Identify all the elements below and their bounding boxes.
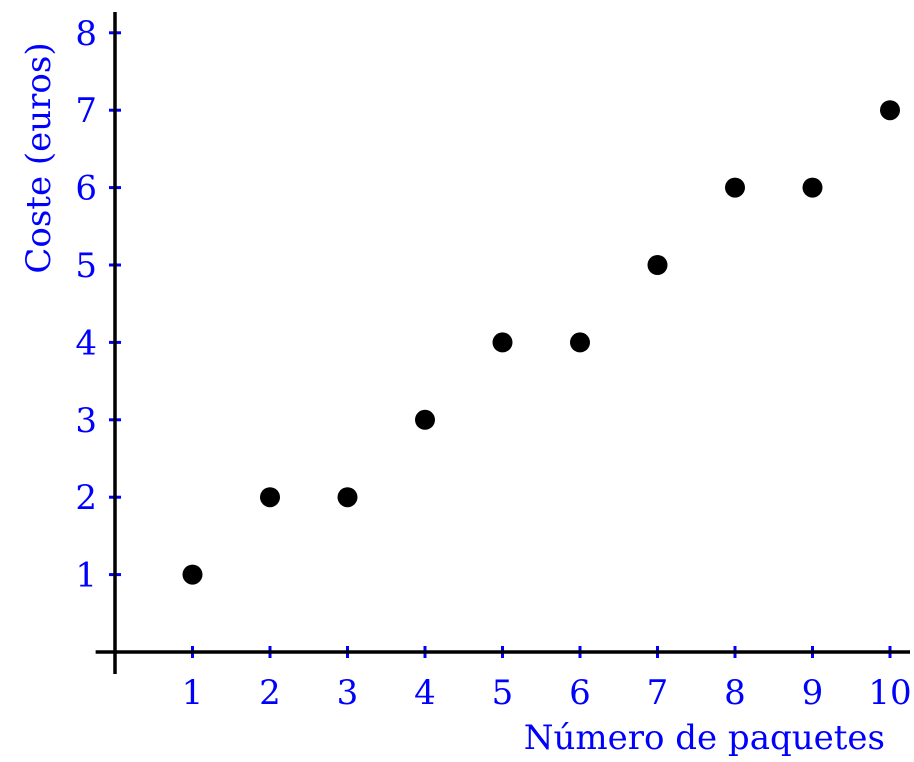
x-tick-label-8: 8 [724, 673, 746, 713]
data-point-7 [647, 255, 668, 275]
x-tick-label-7: 7 [647, 673, 669, 713]
data-point-6 [570, 332, 590, 353]
x-tick-label-10: 10 [868, 673, 911, 713]
y-tick-label-2: 2 [75, 478, 97, 518]
x-tick-label-9: 9 [802, 673, 824, 713]
x-tick-label-2: 2 [259, 673, 281, 713]
y-tick-label-6: 6 [75, 169, 97, 209]
data-point-3 [337, 487, 358, 508]
y-tick-label-8: 8 [75, 14, 97, 54]
points-layer [182, 100, 900, 585]
y-axis-title: Coste (euros) [19, 42, 59, 273]
y-tick-label-1: 1 [75, 556, 97, 596]
data-point-8 [725, 177, 745, 198]
x-tick-label-3: 3 [337, 673, 359, 713]
tick-labels-layer: 1 2 3 4 5 6 7 8 9 10 1 2 3 4 5 6 7 8 [75, 14, 911, 713]
x-axis-title: Número de paquetes [524, 718, 885, 758]
data-point-9 [802, 177, 823, 198]
data-point-4 [415, 409, 435, 430]
data-point-10 [880, 100, 900, 121]
x-tick-label-4: 4 [414, 673, 436, 713]
y-tick-label-5: 5 [75, 246, 97, 286]
y-tick-label-3: 3 [75, 401, 97, 441]
x-tick-label-6: 6 [569, 673, 591, 713]
axes-layer [95, 12, 910, 674]
y-tick-label-7: 7 [75, 91, 97, 131]
y-tick-label-4: 4 [75, 323, 97, 363]
data-point-2 [260, 487, 280, 508]
x-tick-label-5: 5 [492, 673, 514, 713]
x-tick-label-1: 1 [182, 673, 204, 713]
data-point-5 [492, 332, 513, 353]
data-point-1 [182, 564, 203, 585]
